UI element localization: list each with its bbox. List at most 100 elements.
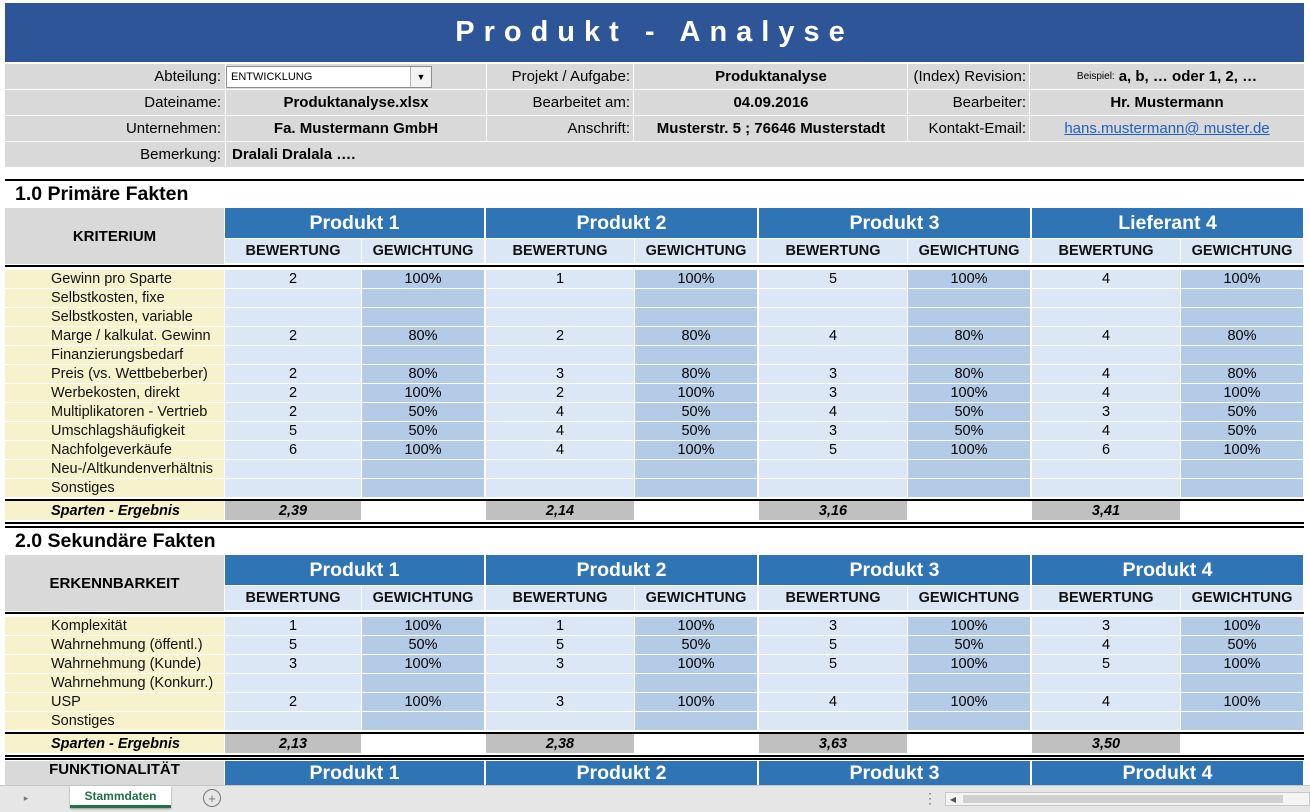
bewertung-cell[interactable]: 5 [486, 636, 634, 654]
bewertung-cell[interactable] [1032, 479, 1180, 497]
scrollbar-thumb[interactable] [963, 795, 1283, 803]
gewichtung-cell[interactable] [635, 289, 757, 307]
bewertung-cell[interactable]: 4 [486, 403, 634, 421]
bewertung-cell[interactable]: 3 [486, 655, 634, 673]
gewichtung-cell[interactable]: 100% [908, 693, 1030, 711]
gewichtung-cell[interactable] [362, 674, 484, 692]
bewertung-cell[interactable] [759, 674, 907, 692]
gewichtung-cell[interactable]: 80% [362, 365, 484, 383]
bewertung-cell[interactable]: 3 [1032, 617, 1180, 635]
gewichtung-cell[interactable] [362, 460, 484, 478]
gewichtung-cell[interactable] [1181, 712, 1303, 730]
gewichtung-cell[interactable] [635, 479, 757, 497]
bewertung-cell[interactable] [1032, 460, 1180, 478]
gewichtung-cell[interactable] [1181, 346, 1303, 364]
bewertung-cell[interactable]: 4 [1032, 384, 1180, 402]
abteilung-dropdown[interactable]: ENTWICKLUNG ▼ [226, 66, 432, 88]
vertical-ellipsis-icon[interactable]: ⋮ [923, 789, 937, 806]
gewichtung-cell[interactable]: 100% [635, 693, 757, 711]
gewichtung-cell[interactable]: 100% [1181, 441, 1303, 459]
gewichtung-cell[interactable] [1181, 674, 1303, 692]
bewertung-cell[interactable] [1032, 674, 1180, 692]
gewichtung-cell[interactable] [1181, 289, 1303, 307]
gewichtung-cell[interactable] [635, 712, 757, 730]
gewichtung-cell[interactable]: 50% [908, 636, 1030, 654]
tab-stammdaten[interactable]: Stammdaten [70, 786, 171, 808]
bewertung-cell[interactable]: 5 [759, 270, 907, 288]
bewertung-cell[interactable]: 5 [759, 636, 907, 654]
gewichtung-cell[interactable]: 100% [635, 441, 757, 459]
gewichtung-cell[interactable] [1181, 460, 1303, 478]
bewertung-cell[interactable]: 5 [759, 441, 907, 459]
gewichtung-cell[interactable]: 50% [1181, 403, 1303, 421]
gewichtung-cell[interactable]: 80% [908, 365, 1030, 383]
bewertung-cell[interactable]: 6 [1032, 441, 1180, 459]
gewichtung-cell[interactable] [908, 346, 1030, 364]
gewichtung-cell[interactable]: 100% [362, 655, 484, 673]
bewertung-cell[interactable]: 3 [225, 655, 361, 673]
bewertung-cell[interactable] [759, 289, 907, 307]
bewertung-cell[interactable]: 2 [225, 403, 361, 421]
gewichtung-cell[interactable]: 100% [635, 617, 757, 635]
bewertung-cell[interactable] [1032, 712, 1180, 730]
gewichtung-cell[interactable] [908, 712, 1030, 730]
gewichtung-cell[interactable]: 100% [362, 384, 484, 402]
bewertung-cell[interactable] [225, 308, 361, 326]
bewertung-cell[interactable]: 2 [225, 384, 361, 402]
gewichtung-cell[interactable]: 50% [635, 422, 757, 440]
gewichtung-cell[interactable]: 100% [635, 655, 757, 673]
bewertung-cell[interactable] [486, 289, 634, 307]
bewertung-cell[interactable]: 4 [486, 422, 634, 440]
gewichtung-cell[interactable]: 100% [635, 384, 757, 402]
gewichtung-cell[interactable]: 100% [362, 441, 484, 459]
bewertung-cell[interactable] [759, 346, 907, 364]
bewertung-cell[interactable] [1032, 346, 1180, 364]
bewertung-cell[interactable]: 4 [759, 693, 907, 711]
bewertung-cell[interactable]: 4 [1032, 636, 1180, 654]
bewertung-cell[interactable]: 6 [225, 441, 361, 459]
gewichtung-cell[interactable] [1181, 308, 1303, 326]
bewertung-cell[interactable]: 2 [225, 327, 361, 345]
gewichtung-cell[interactable] [1181, 479, 1303, 497]
gewichtung-cell[interactable]: 50% [635, 403, 757, 421]
bewertung-cell[interactable] [225, 674, 361, 692]
gewichtung-cell[interactable]: 100% [1181, 655, 1303, 673]
bewertung-cell[interactable]: 2 [225, 365, 361, 383]
gewichtung-cell[interactable] [362, 712, 484, 730]
triangle-right-icon[interactable]: ▸ [23, 792, 29, 803]
gewichtung-cell[interactable]: 100% [908, 617, 1030, 635]
scroll-left-icon[interactable]: ◀ [949, 794, 957, 804]
bewertung-cell[interactable]: 4 [1032, 327, 1180, 345]
gewichtung-cell[interactable]: 80% [362, 327, 484, 345]
gewichtung-cell[interactable]: 80% [635, 327, 757, 345]
bewertung-cell[interactable]: 3 [759, 617, 907, 635]
bewertung-cell[interactable]: 1 [486, 270, 634, 288]
gewichtung-cell[interactable] [908, 674, 1030, 692]
bewertung-cell[interactable]: 4 [1032, 422, 1180, 440]
bewertung-cell[interactable] [486, 460, 634, 478]
bewertung-cell[interactable]: 4 [1032, 693, 1180, 711]
gewichtung-cell[interactable]: 100% [908, 384, 1030, 402]
bewertung-cell[interactable] [225, 460, 361, 478]
bewertung-cell[interactable] [1032, 308, 1180, 326]
bewertung-cell[interactable]: 3 [759, 365, 907, 383]
gewichtung-cell[interactable]: 50% [908, 403, 1030, 421]
gewichtung-cell[interactable] [635, 346, 757, 364]
bewertung-cell[interactable]: 3 [759, 384, 907, 402]
bewertung-cell[interactable]: 4 [486, 441, 634, 459]
bewertung-cell[interactable] [759, 712, 907, 730]
gewichtung-cell[interactable] [362, 289, 484, 307]
gewichtung-cell[interactable] [635, 308, 757, 326]
gewichtung-cell[interactable] [908, 308, 1030, 326]
bewertung-cell[interactable]: 1 [225, 617, 361, 635]
bewertung-cell[interactable]: 4 [759, 327, 907, 345]
gewichtung-cell[interactable]: 100% [908, 270, 1030, 288]
bewertung-cell[interactable] [1032, 289, 1180, 307]
bewertung-cell[interactable] [486, 674, 634, 692]
chevron-down-icon[interactable]: ▼ [410, 67, 431, 87]
gewichtung-cell[interactable]: 80% [1181, 365, 1303, 383]
gewichtung-cell[interactable]: 100% [1181, 617, 1303, 635]
gewichtung-cell[interactable]: 100% [362, 270, 484, 288]
gewichtung-cell[interactable]: 100% [1181, 693, 1303, 711]
bewertung-cell[interactable] [486, 308, 634, 326]
